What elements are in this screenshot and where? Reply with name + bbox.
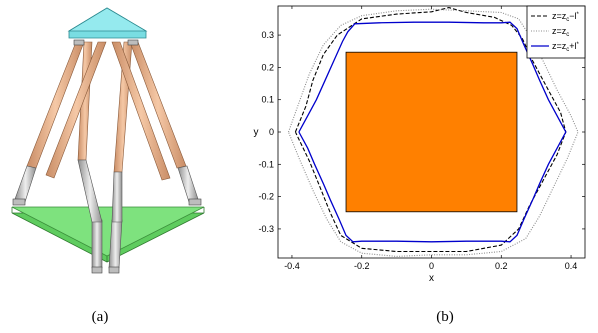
- data-layer: [287, 7, 579, 257]
- y-tick-label: -0.1: [258, 159, 274, 169]
- y-tick-label: 0.2: [261, 62, 274, 72]
- series-solid-line: [298, 21, 567, 243]
- y-tick-label: 0.3: [261, 30, 274, 40]
- legend: z=zc−l* z=zc z=zc+l*: [526, 5, 586, 59]
- caption-b: (b): [436, 309, 454, 325]
- x-tick-label: 0.2: [495, 261, 508, 271]
- series-dotted-line: [287, 8, 579, 257]
- caption-a: (a): [92, 309, 109, 325]
- legs-lower: [14, 159, 199, 269]
- y-tick-label: 0.1: [261, 95, 274, 105]
- legs-upper: [26, 41, 187, 181]
- x-axis-label: x: [429, 273, 434, 284]
- y-tick-label: -0.2: [258, 192, 274, 202]
- x-tick-label: 0.4: [565, 261, 578, 271]
- y-tick-label: -0.3: [258, 224, 274, 234]
- x-tick-label: -0.4: [284, 261, 300, 271]
- y-axis-label: y: [254, 127, 259, 138]
- legend-label: z=zc: [552, 26, 569, 38]
- series-dashed-line: [294, 7, 567, 253]
- x-tick-label: 0: [429, 261, 434, 271]
- y-tick-label: 0: [269, 127, 274, 137]
- base-plate-top: [11, 206, 205, 257]
- hexapod-robot-illustration: [11, 7, 205, 274]
- legend-box: [526, 5, 586, 59]
- joints: [12, 39, 202, 274]
- legend-label: z=zc+l*: [552, 41, 580, 53]
- ticks-layer: -0.4 -0.2 0 0.2 0.4 0.3 0.2 0.1 0 -0.1 -0.2 -0.3: [258, 6, 585, 271]
- plot-area: -0.4 -0.2 0 0.2 0.40.30.20.10-0.1-0.2-0.3 x …: [254, 5, 586, 284]
- workspace-square: [345, 51, 518, 213]
- x-tick-label: -0.2: [354, 261, 370, 271]
- legend-label: z=zc−l*: [552, 11, 580, 23]
